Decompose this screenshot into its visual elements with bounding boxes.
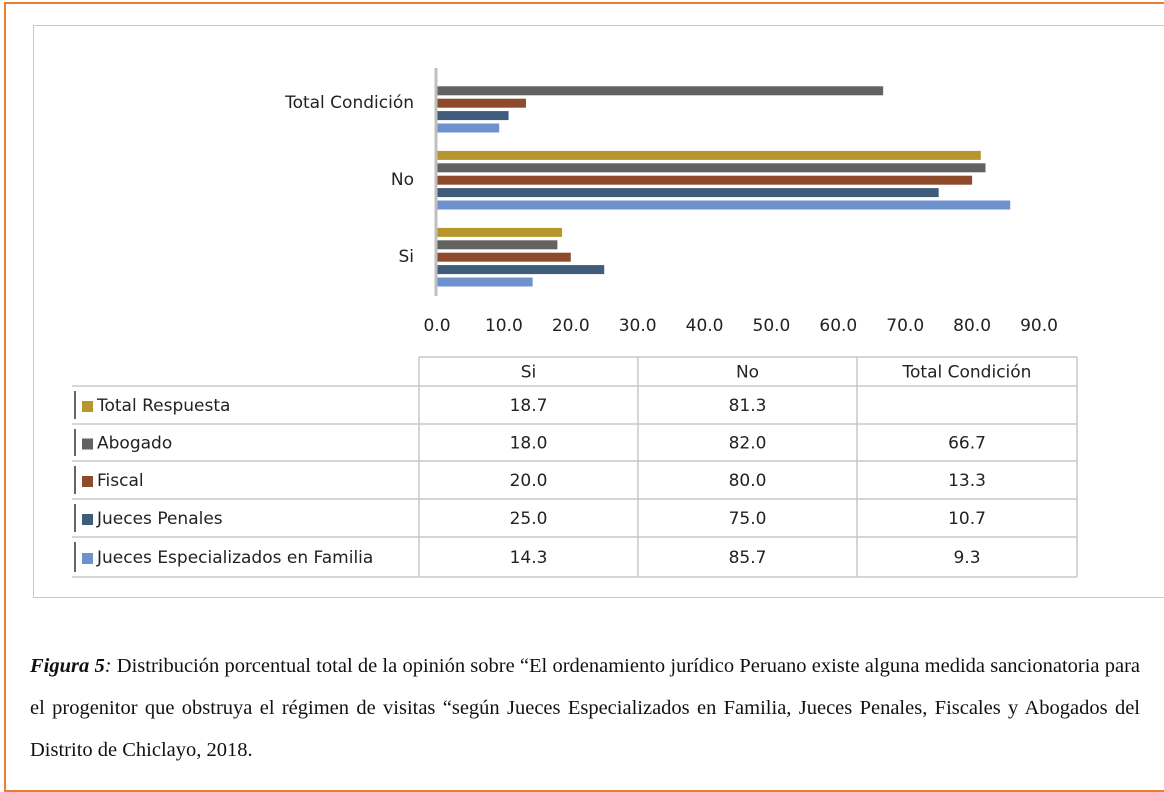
y-tick-label: Si (398, 247, 414, 267)
y-tick-label: Total Condición (284, 93, 414, 113)
x-tick-label: 90.0 (1020, 316, 1058, 336)
bar (437, 240, 558, 250)
x-tick-label: 30.0 (619, 316, 657, 336)
bar (437, 175, 973, 185)
x-tick-label: 70.0 (886, 316, 924, 336)
table-cell: 66.7 (948, 434, 986, 454)
x-tick-label: 0.0 (423, 316, 450, 336)
bar (437, 265, 605, 275)
table-cell: 85.7 (729, 548, 767, 568)
table-cell: 10.7 (948, 509, 986, 529)
caption-label: Figura 5 (30, 655, 105, 677)
table-cell: 81.3 (729, 396, 767, 416)
table-cell: 18.7 (510, 396, 548, 416)
table-cell: 9.3 (953, 548, 980, 568)
table-cell: 82.0 (729, 434, 767, 454)
y-tick-label: No (391, 170, 414, 190)
legend-label: Fiscal (97, 471, 144, 491)
table-cell: 20.0 (510, 471, 548, 491)
bar (437, 200, 1011, 210)
legend-swatch (82, 438, 93, 450)
bar (437, 98, 526, 108)
legend-label: Jueces Penales (96, 509, 223, 529)
table-cell: 18.0 (510, 434, 548, 454)
legend-swatch (82, 476, 93, 487)
bar (437, 227, 563, 237)
bar (437, 163, 986, 173)
legend-label: Jueces Especializados en Familia (96, 548, 373, 568)
caption: Figura 5: Distribución porcentual total … (30, 645, 1140, 771)
bar (437, 123, 500, 133)
chart-box (33, 25, 1164, 598)
table-cell: 80.0 (729, 471, 767, 491)
legend-swatch (82, 401, 93, 412)
legend-label: Abogado (97, 434, 172, 454)
table-header: No (736, 363, 759, 383)
bar (437, 111, 509, 121)
legend-swatch (82, 553, 93, 564)
x-tick-label: 80.0 (953, 316, 991, 336)
table-cell: 25.0 (510, 509, 548, 529)
bar (437, 86, 884, 96)
table-cell: 13.3 (948, 471, 986, 491)
legend-swatch (82, 514, 93, 525)
x-tick-label: 50.0 (753, 316, 791, 336)
x-tick-label: 10.0 (485, 316, 523, 336)
table-header: Si (521, 363, 537, 383)
legend-label: Total Respuesta (96, 396, 230, 416)
table-header: Total Condición (902, 363, 1032, 383)
caption-separator: : (104, 655, 112, 677)
bar (437, 188, 939, 198)
chart: Si No Total Condición 0.0 10.0 20.0 30.0 40.0 50… (72, 68, 1078, 578)
table-cell: 75.0 (729, 509, 767, 529)
bar (437, 277, 533, 287)
x-tick-label: 40.0 (686, 316, 724, 336)
x-tick-label: 60.0 (819, 316, 857, 336)
bar (437, 252, 571, 262)
table-cell: 14.3 (510, 548, 548, 568)
caption-text: Distribución porcentual total de la opin… (30, 655, 1140, 761)
x-tick-label: 20.0 (552, 316, 590, 336)
bar (437, 150, 981, 160)
